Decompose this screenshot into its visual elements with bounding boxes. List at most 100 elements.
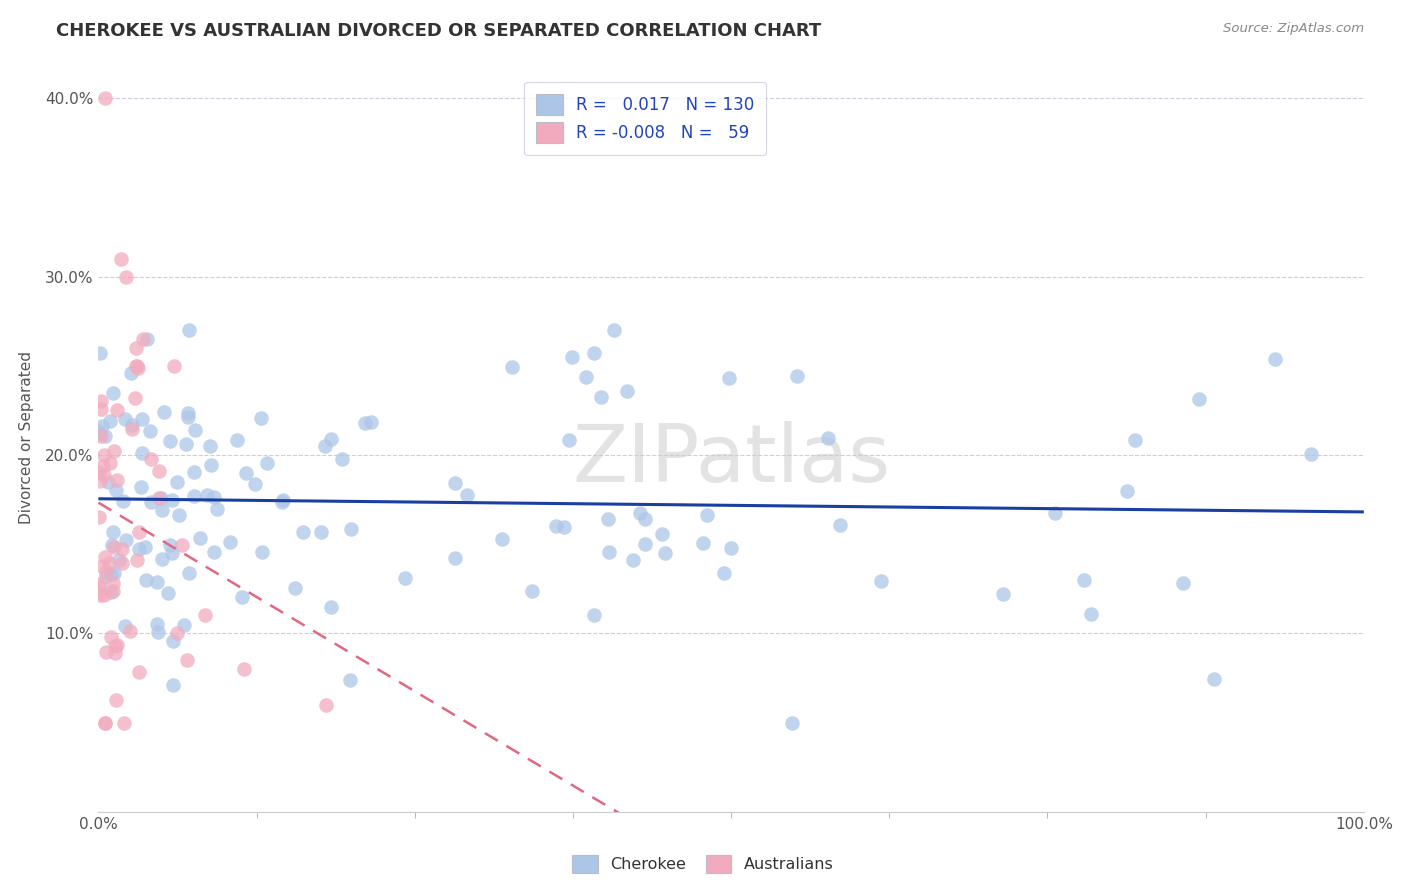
Point bbox=[869, 574, 891, 588]
Point bbox=[90, 394, 112, 409]
Point bbox=[654, 546, 676, 560]
Point bbox=[546, 519, 568, 533]
Point bbox=[93, 588, 115, 602]
Point bbox=[159, 538, 181, 552]
Point bbox=[134, 540, 156, 554]
Point bbox=[101, 386, 124, 401]
Point bbox=[176, 653, 198, 667]
Point bbox=[233, 662, 256, 676]
Point bbox=[179, 566, 201, 581]
Point bbox=[720, 541, 742, 555]
Point bbox=[160, 545, 183, 559]
Point bbox=[98, 556, 121, 570]
Point bbox=[582, 346, 605, 360]
Point bbox=[1202, 672, 1225, 686]
Point bbox=[166, 475, 188, 489]
Point bbox=[718, 371, 741, 385]
Point bbox=[162, 633, 184, 648]
Text: ZIPatlas: ZIPatlas bbox=[572, 420, 890, 499]
Point bbox=[101, 524, 124, 539]
Point bbox=[91, 419, 114, 434]
Point bbox=[561, 350, 583, 364]
Point bbox=[141, 495, 163, 509]
Point bbox=[330, 451, 353, 466]
Point bbox=[150, 503, 173, 517]
Point bbox=[125, 359, 148, 373]
Point bbox=[177, 406, 200, 420]
Point bbox=[118, 624, 141, 638]
Point bbox=[104, 646, 127, 660]
Point bbox=[993, 587, 1015, 601]
Point bbox=[91, 558, 114, 573]
Point bbox=[89, 588, 111, 602]
Point bbox=[205, 501, 228, 516]
Point bbox=[96, 645, 118, 659]
Point bbox=[121, 422, 143, 436]
Point bbox=[314, 439, 336, 453]
Point bbox=[339, 673, 361, 688]
Legend: Cherokee, Australians: Cherokee, Australians bbox=[565, 848, 841, 880]
Point bbox=[125, 341, 148, 355]
Point bbox=[1080, 607, 1102, 622]
Point bbox=[271, 493, 294, 508]
Point bbox=[127, 361, 149, 376]
Point bbox=[292, 524, 315, 539]
Point bbox=[128, 665, 150, 679]
Point bbox=[183, 488, 205, 502]
Point bbox=[104, 483, 127, 497]
Point bbox=[315, 698, 337, 712]
Point bbox=[101, 575, 124, 590]
Point bbox=[111, 556, 134, 570]
Point bbox=[283, 581, 305, 595]
Point bbox=[1123, 434, 1146, 448]
Point bbox=[89, 474, 111, 488]
Point bbox=[94, 428, 117, 442]
Point bbox=[166, 626, 188, 640]
Point bbox=[105, 402, 128, 417]
Point bbox=[98, 456, 121, 470]
Point bbox=[159, 434, 181, 449]
Point bbox=[146, 574, 169, 589]
Point bbox=[176, 437, 198, 451]
Point bbox=[110, 252, 132, 266]
Point bbox=[89, 580, 111, 594]
Text: Source: ZipAtlas.com: Source: ZipAtlas.com bbox=[1223, 22, 1364, 36]
Point bbox=[114, 618, 136, 632]
Point bbox=[692, 536, 714, 550]
Point bbox=[1045, 506, 1067, 520]
Point bbox=[394, 571, 416, 585]
Point bbox=[103, 540, 125, 554]
Point bbox=[150, 491, 173, 505]
Point bbox=[598, 544, 620, 558]
Point bbox=[96, 565, 118, 579]
Point bbox=[245, 477, 267, 491]
Point bbox=[139, 424, 162, 438]
Point bbox=[160, 493, 183, 508]
Point bbox=[1171, 575, 1194, 590]
Point bbox=[1188, 392, 1211, 406]
Point bbox=[177, 410, 200, 425]
Point bbox=[828, 517, 851, 532]
Point bbox=[148, 464, 170, 478]
Point bbox=[135, 332, 157, 346]
Point bbox=[558, 433, 581, 447]
Point bbox=[112, 715, 135, 730]
Point bbox=[177, 323, 200, 337]
Point bbox=[634, 537, 657, 551]
Point bbox=[598, 512, 620, 526]
Point bbox=[575, 369, 598, 384]
Point bbox=[782, 715, 804, 730]
Point bbox=[101, 583, 124, 598]
Point bbox=[218, 535, 240, 549]
Point bbox=[89, 510, 111, 524]
Point bbox=[603, 323, 626, 337]
Point bbox=[94, 715, 117, 730]
Point bbox=[146, 616, 169, 631]
Point bbox=[194, 608, 217, 623]
Point bbox=[129, 480, 152, 494]
Point bbox=[128, 524, 150, 539]
Point bbox=[553, 520, 575, 534]
Point bbox=[616, 384, 638, 398]
Point bbox=[173, 618, 195, 632]
Point bbox=[188, 531, 211, 545]
